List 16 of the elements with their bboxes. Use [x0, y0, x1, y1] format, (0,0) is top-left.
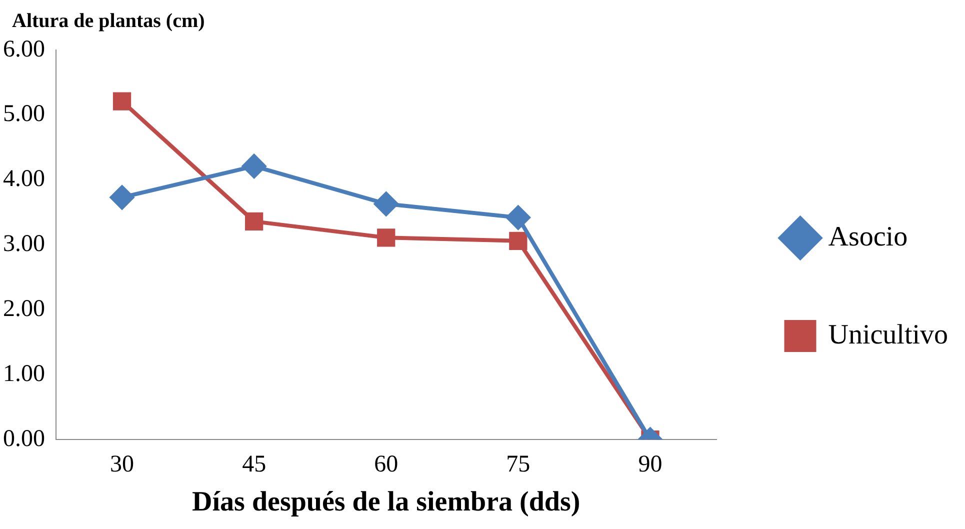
y-tick-label: 6.00	[3, 36, 45, 62]
x-tick-label: 75	[506, 451, 530, 478]
y-tick-label: 0.00	[3, 426, 45, 452]
x-tick-label: 45	[242, 451, 266, 478]
x-tick-label: 30	[110, 451, 134, 478]
x-tick-label: 90	[638, 451, 662, 478]
y-tick-label: 4.00	[3, 166, 45, 192]
x-axis-title: Días después de la siembra (dds)	[192, 486, 580, 518]
y-axis-title: Altura de plantas (cm)	[12, 10, 205, 32]
y-tick-label: 5.00	[3, 101, 45, 128]
x-tick-label: 60	[374, 451, 398, 478]
y-tick-label: 3.00	[3, 231, 45, 258]
y-tick-label: 2.00	[3, 296, 45, 322]
y-tick-label: 1.00	[3, 360, 45, 387]
legend-label: Asocio	[828, 221, 908, 252]
legend-label: Unicultivo	[828, 319, 948, 350]
